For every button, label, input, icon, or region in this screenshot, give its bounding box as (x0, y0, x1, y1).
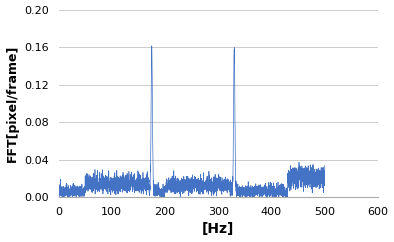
X-axis label: [Hz]: [Hz] (202, 222, 234, 236)
Y-axis label: FFT[pixel/frame]: FFT[pixel/frame] (6, 45, 19, 162)
